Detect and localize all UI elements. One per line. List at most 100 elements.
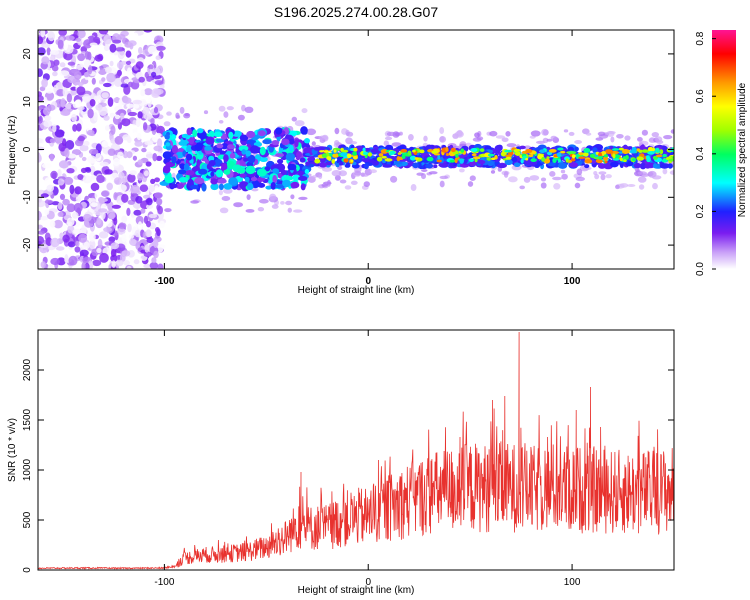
heatmap-cell — [301, 108, 308, 114]
heatmap-cell — [550, 135, 558, 140]
heatmap-cell — [106, 220, 113, 228]
heatmap-cell — [245, 209, 255, 213]
heatmap-cell — [241, 104, 246, 112]
heatmap-cell — [287, 163, 297, 171]
heatmap-cell — [280, 169, 287, 176]
heatmap-cell — [574, 140, 582, 144]
heatmap-cell — [162, 151, 172, 160]
heatmap-cell — [298, 196, 308, 200]
heatmap-cell — [439, 180, 445, 188]
heatmap-cell — [294, 139, 299, 148]
heatmap-cell — [218, 105, 226, 112]
heatmap-cell — [140, 208, 146, 214]
heatmap-cell — [179, 106, 185, 114]
heatmap-cell — [145, 229, 152, 238]
heatmap-cell — [474, 132, 480, 138]
heatmap-cell — [515, 151, 521, 157]
heatmap-cell — [148, 64, 154, 70]
heatmap-cell — [530, 158, 537, 163]
heatmap-cell — [257, 130, 266, 137]
heatmap-cell — [353, 147, 358, 152]
heatmap-cell — [619, 157, 623, 162]
heatmap-cell — [344, 185, 352, 190]
heatmap-cell — [496, 163, 507, 169]
heatmap-cell — [83, 140, 90, 147]
heatmap-cell — [335, 163, 340, 168]
heatmap-cell — [637, 137, 643, 142]
colorbar-tick-label: 0.0 — [695, 262, 706, 276]
heatmap-cell — [250, 176, 258, 182]
heatmap-cell — [156, 155, 163, 161]
heatmap-cell — [575, 176, 585, 182]
heatmap-cell — [44, 115, 52, 121]
heatmap-cell — [190, 200, 200, 204]
heatmap-cell — [146, 97, 152, 104]
heatmap-cell — [153, 250, 159, 259]
heatmap-cell — [256, 168, 267, 177]
heatmap-cell — [76, 86, 86, 96]
heatmap-cell — [410, 184, 417, 191]
heatmap-cell — [154, 177, 161, 183]
heatmap-cell — [93, 112, 98, 122]
heatmap-cell — [156, 204, 161, 211]
heatmap-cell — [77, 30, 86, 39]
heatmap-cell — [652, 182, 658, 190]
heatmap-cell — [576, 168, 583, 176]
heatmap-cell — [54, 129, 65, 138]
heatmap-cell — [397, 152, 402, 155]
heatmap-cell — [609, 145, 614, 150]
heatmap-cell — [38, 146, 45, 151]
heatmap-cell — [574, 146, 579, 152]
heatmap-cell — [154, 132, 162, 138]
heatmap-cell — [53, 59, 60, 66]
heatmap-cell — [101, 77, 106, 82]
heatmap-cell — [561, 173, 568, 180]
heatmap-cell — [546, 138, 553, 142]
heatmap-cell — [548, 149, 557, 153]
heatmap-cell — [150, 118, 155, 126]
heatmap-cell — [184, 113, 190, 117]
heatmap-cell — [83, 241, 90, 250]
heatmap-cell — [288, 144, 294, 152]
heatmap-cell — [141, 147, 147, 153]
heatmap-cell — [618, 147, 624, 151]
heatmap-cell — [384, 158, 393, 162]
heatmap-cell — [384, 136, 393, 141]
heatmap-cell — [127, 81, 134, 88]
heatmap-cell — [584, 164, 590, 169]
heatmap-cell — [80, 167, 87, 174]
heatmap-cell — [511, 156, 518, 162]
heatmap-cell — [568, 151, 577, 155]
heatmap-cell — [245, 150, 251, 157]
heatmap-cell — [615, 184, 620, 190]
heatmap-cell — [146, 220, 151, 228]
heatmap-cell — [132, 32, 139, 38]
heatmap-cell — [138, 47, 143, 55]
heatmap-cell — [277, 159, 284, 164]
heatmap-cell — [55, 246, 65, 251]
heatmap-cell — [296, 151, 302, 158]
heatmap-cell — [350, 159, 354, 163]
heatmap-cell — [132, 155, 137, 161]
heatmap-cell — [106, 182, 113, 191]
heatmap-cell — [241, 149, 247, 155]
heatmap-cell — [62, 198, 70, 206]
heatmap-cell — [391, 142, 402, 147]
heatmap-cell — [66, 168, 75, 174]
heatmap-cell — [129, 170, 137, 176]
heatmap-cell — [107, 201, 114, 211]
heatmap-cell — [164, 208, 172, 213]
heatmap-cell — [334, 175, 341, 181]
heatmap-cell — [153, 88, 164, 95]
heatmap-cell — [417, 161, 422, 169]
heatmap-cell — [76, 64, 84, 71]
heatmap-cell — [616, 134, 624, 139]
heatmap-cell — [651, 132, 659, 138]
heatmap-cell — [445, 153, 450, 156]
heatmap-cell — [135, 61, 144, 69]
heatmap-cell — [50, 257, 60, 266]
heatmap-cell — [117, 200, 124, 206]
heatmap-cell — [62, 87, 68, 97]
heatmap-cell — [513, 162, 521, 167]
